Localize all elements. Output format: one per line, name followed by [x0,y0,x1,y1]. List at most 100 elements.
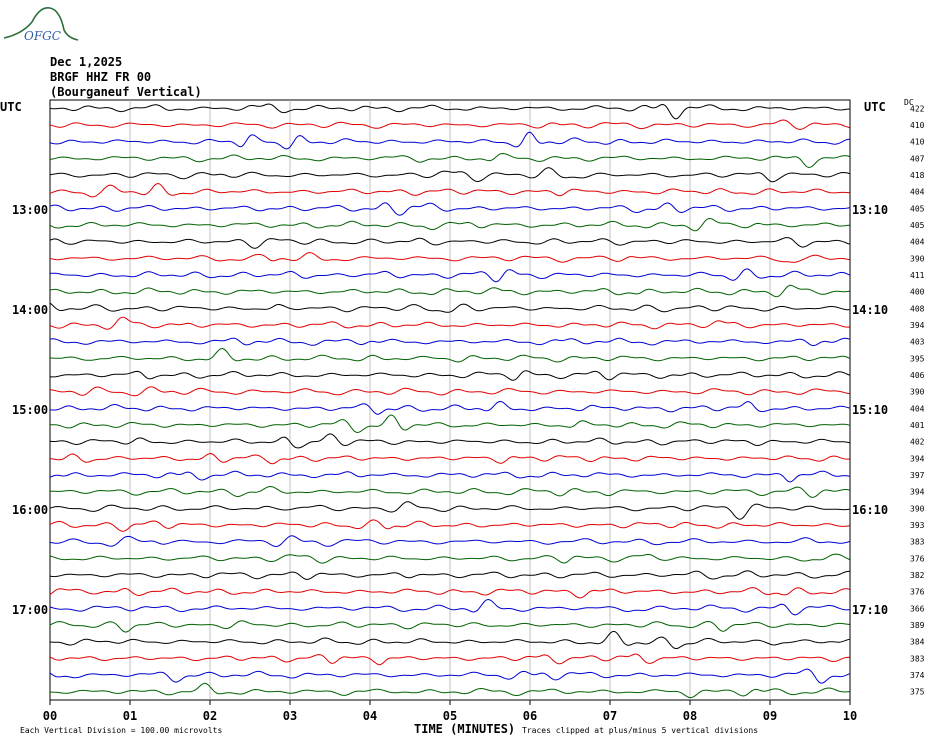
dc-offset-label: 400 [910,288,925,297]
dc-offset-label: 383 [910,654,925,663]
right-hour-label: 14:10 [852,303,889,317]
dc-offset-label: 410 [910,138,925,147]
seismic-trace [49,302,850,313]
x-tick-label: 06 [523,709,537,723]
dc-offset-label: 394 [910,454,925,463]
right-hour-label: 13:10 [852,203,889,217]
dc-offset-label: 394 [910,488,925,497]
seismic-trace [49,598,850,616]
seismic-trace [49,470,850,483]
dc-offset-label: 404 [910,238,925,247]
left-hour-label: 16:00 [12,503,49,517]
logo-text: OFGC [24,29,61,43]
seismic-trace [49,217,850,232]
seismic-trace [49,202,850,216]
dc-offset-label: 407 [910,154,925,163]
right-hour-label: 17:10 [852,603,889,617]
dc-offset-label: 397 [910,471,925,480]
dc-offset-label: 393 [910,521,925,530]
seismic-trace [49,268,850,283]
x-axis-title: TIME (MINUTES) [414,722,516,736]
dc-offset-label: 405 [910,221,925,230]
dc-offset-label: 395 [910,354,925,363]
seismic-trace [49,237,850,249]
dc-offset-label: 418 [910,171,925,180]
seismic-trace [49,653,850,666]
seismic-trace [49,316,850,330]
dc-offset-label: 390 [910,388,925,397]
dc-offset-label: 366 [910,604,925,613]
seismic-trace [49,553,850,564]
x-tick-label: 10 [843,709,857,723]
x-tick-label: 01 [123,709,137,723]
dc-offset-label: 403 [910,338,925,347]
seismic-trace [49,252,850,263]
station-code: BRGF HHZ FR 00 [50,70,152,84]
seismic-trace [49,587,850,599]
x-tick-label: 05 [443,709,457,723]
dc-offset-label: 390 [910,254,925,263]
x-tick-label: 09 [763,709,777,723]
dc-column-title: DC [904,98,914,107]
dc-offset-label: 404 [910,188,925,197]
x-tick-label: 03 [283,709,297,723]
seismic-trace [49,519,850,532]
seismic-trace [49,668,850,684]
dc-offset-label: 389 [910,621,925,630]
right-axis-title: UTC [864,100,886,114]
seismic-trace [49,370,850,381]
seismic-trace [49,501,850,520]
seismic-trace [49,152,850,169]
seismic-trace [49,119,850,130]
seismic-trace [49,284,850,298]
seismic-trace [49,337,850,347]
dc-offset-label: 376 [910,554,925,563]
x-tick-label: 08 [683,709,697,723]
dc-offset-label: 404 [910,404,925,413]
x-tick-label: 04 [363,709,377,723]
dc-offset-label: 405 [910,204,925,213]
dc-offset-label: 384 [910,638,925,647]
station-description: (Bourganeuf Vertical) [50,85,202,99]
left-hour-label: 14:00 [12,303,49,317]
seismic-trace [49,620,850,633]
dc-offset-label: 382 [910,571,925,580]
dc-offset-label: 411 [910,271,925,280]
seismic-trace [49,131,850,150]
seismic-trace [50,414,850,434]
seismic-trace [49,535,850,548]
record-date: Dec 1,2025 [50,55,123,69]
x-tick-label: 07 [603,709,617,723]
dc-offset-label: 401 [910,421,925,430]
right-hour-label: 15:10 [852,403,889,417]
dc-offset-label: 408 [910,304,925,313]
seismic-trace [50,485,850,498]
logo-mountain [3,6,79,41]
seismic-trace [49,433,850,449]
left-hour-label: 17:00 [12,603,49,617]
left-hour-label: 13:00 [12,203,49,217]
seismic-trace [50,452,850,465]
scale-note: Each Vertical Division = 100.00 microvol… [20,726,223,735]
seismic-trace [49,182,850,198]
dc-offset-label: 394 [910,321,925,330]
seismic-trace [49,570,850,580]
ofgc-logo: OFGC [3,6,79,43]
dc-offset-label: 376 [910,588,925,597]
seismic-trace [49,386,850,397]
seismic-trace [49,400,850,415]
dc-offset-label: 410 [910,121,925,130]
left-hour-label: 15:00 [12,403,49,417]
dc-offset-label: 383 [910,538,925,547]
x-tick-label: 00 [43,709,57,723]
dc-offset-label: 375 [910,688,925,697]
clip-note: Traces clipped at plus/minus 5 vertical … [522,726,759,735]
dc-offset-label: 374 [910,671,925,680]
right-hour-label: 16:10 [852,503,889,517]
dc-offset-label: 422 [910,104,925,113]
seismic-trace [49,103,850,120]
left-axis-title: UTC [0,100,22,114]
x-tick-label: 02 [203,709,217,723]
dc-offset-label: 402 [910,438,925,447]
